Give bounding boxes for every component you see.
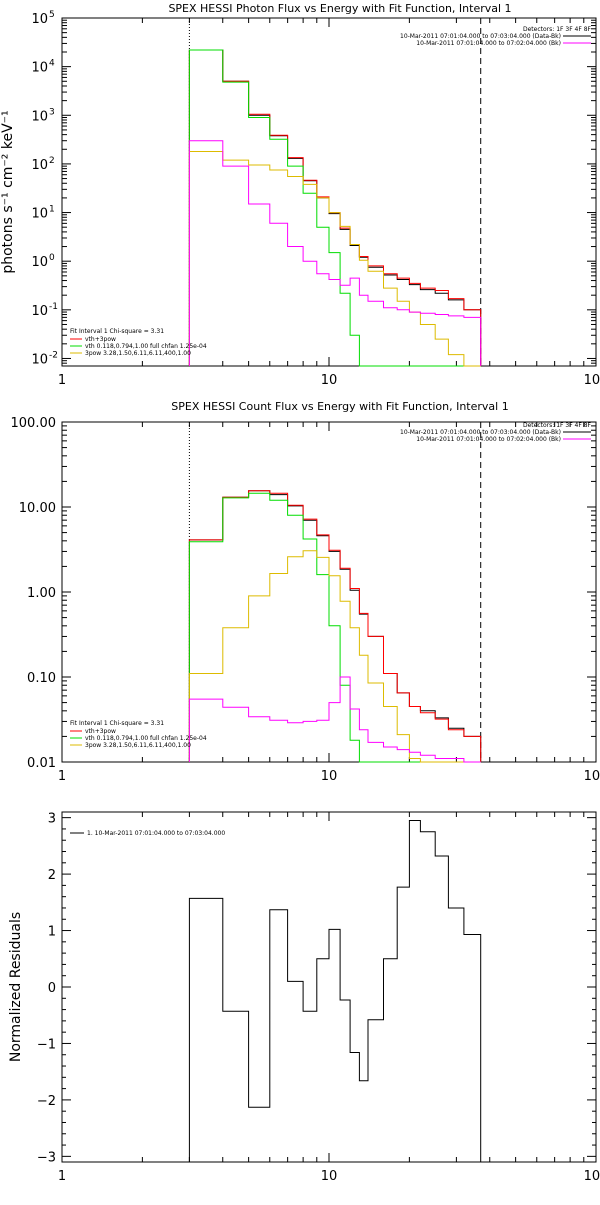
photon-x-tick-label: 10	[321, 373, 338, 388]
photon-y-tick-exponent: 3	[49, 107, 55, 117]
photon-y-axis-label: photons s⁻¹ cm⁻² keV⁻¹	[0, 110, 16, 273]
photon-flux-panel: SPEX HESSI Photon Flux vs Energy with Fi…	[0, 2, 600, 388]
photon-fit-header: Fit Interval 1 Chi-square = 3.31	[70, 328, 164, 335]
photon-y-tick-label: 10	[31, 207, 48, 222]
residuals-y-axis-label: Normalized Residuals	[8, 912, 24, 1062]
photon-y-tick-exponent: 4	[49, 59, 55, 69]
count-legend-entry-bk: 10-Mar-2011 07:01:04.000 to 07:02:04.000…	[416, 436, 561, 443]
count-y-tick-label: 0.10	[27, 671, 56, 686]
photon-series-1	[189, 50, 480, 366]
photon-y-tick-label: 10	[31, 109, 48, 124]
photon-y-tick-exponent: 5	[49, 10, 55, 20]
residuals-y-tick-label: −1	[37, 1037, 56, 1052]
photon-legend-entry-bk: 10-Mar-2011 07:01:04.000 to 07:02:04.000…	[416, 40, 561, 47]
photon-y-tick-exponent: 0	[49, 253, 55, 263]
count-series-0	[189, 491, 480, 762]
photon-y-tick-label: 10	[31, 61, 48, 76]
photon-vlines	[189, 18, 480, 366]
residuals-legend-entry: 1. 10-Mar-2011 07:01:04.000 to 07:03:04.…	[87, 830, 225, 837]
residuals-x-tick-label: 10	[321, 1169, 338, 1184]
photon-y-tick-exponent: -1	[49, 302, 58, 312]
photon-fit-entry-vth: vth 0.118,0.794,1.00 full chfan 1.25e-04	[85, 343, 207, 350]
photon-y-tick-label: 10	[31, 352, 48, 367]
count-flux-panel: SPEX HESSI Count Flux vs Energy with Fit…	[11, 400, 600, 784]
photon-plot-frame	[62, 18, 596, 366]
photon-y-tick-exponent: 2	[49, 156, 55, 166]
count-y-tick-label: 0.01	[27, 756, 56, 771]
photon-y-tick-label: 10	[31, 255, 48, 270]
residuals-y-tick-label: 3	[48, 812, 56, 827]
photon-fit-entry-vth-3pow: vth+3pow	[85, 336, 116, 343]
residuals-series-0	[189, 821, 480, 1163]
count-fit-legend: Fit Interval 1 Chi-square = 3.31 vth+3po…	[70, 720, 207, 749]
count-vlines	[189, 422, 480, 762]
photon-legend-header: Detectors: 1F 3F 4F 8F	[523, 26, 592, 33]
photon-y-tick-label: 10	[31, 12, 48, 27]
photon-series-3	[189, 152, 480, 367]
photon-fit-legend: Fit Interval 1 Chi-square = 3.31 vth+3po…	[70, 328, 207, 357]
count-x-tick-label: 100	[584, 769, 600, 784]
residuals-y-tick-label: −2	[37, 1094, 56, 1109]
count-fit-header: Fit Interval 1 Chi-square = 3.31	[70, 720, 164, 727]
count-legend: Detectors: 1F 3F 4F 8F 10-Mar-2011 07:01…	[400, 422, 592, 443]
residuals-y-tick-label: 1	[48, 925, 56, 940]
residuals-y-tick-label: 2	[48, 868, 56, 883]
photon-legend-entry-data: 10-Mar-2011 07:01:04.000 to 07:03:04.000…	[400, 33, 561, 40]
residuals-y-tick-label: 0	[48, 981, 56, 996]
count-fit-entry-vth: vth 0.118,0.794,1.00 full chfan 1.25e-04	[85, 735, 207, 742]
photon-y-tick-exponent: -2	[49, 350, 58, 360]
residuals-y-tick-label: −3	[37, 1150, 56, 1165]
residuals-x-tick-label: 100	[584, 1169, 600, 1184]
count-panel-title: SPEX HESSI Count Flux vs Energy with Fit…	[171, 400, 508, 413]
photon-series-4	[189, 141, 480, 366]
photon-series	[189, 50, 480, 366]
photon-panel-title: SPEX HESSI Photon Flux vs Energy with Fi…	[168, 2, 511, 15]
photon-y-tick-label: 10	[31, 158, 48, 173]
count-series	[189, 491, 480, 762]
photon-x-tick-label: 1	[58, 373, 66, 388]
photon-legend: Detectors: 1F 3F 4F 8F 10-Mar-2011 07:01…	[400, 26, 592, 47]
count-legend-header: Detectors: 1F 3F 4F 8F	[523, 422, 592, 429]
photon-y-tick-label: 10	[31, 304, 48, 319]
residuals-ticks: 1 10 100 −3 −2 −1 0 1 2 3	[37, 812, 600, 1184]
photon-y-tick-exponent: 1	[49, 205, 55, 215]
photon-series-2	[189, 50, 480, 366]
count-legend-entry-data: 10-Mar-2011 07:01:04.000 to 07:03:04.000…	[400, 429, 561, 436]
residuals-x-tick-label: 1	[58, 1169, 66, 1184]
photon-x-tick-label: 100	[584, 373, 600, 388]
count-fit-entry-vth-3pow: vth+3pow	[85, 728, 116, 735]
count-y-tick-label: 1.00	[27, 586, 56, 601]
residuals-plot-frame	[62, 812, 596, 1162]
count-y-tick-label: 10.00	[19, 501, 56, 516]
photon-fit-entry-3pow: 3pow 3.28,1.50,6.11,6.11,400,1.00	[85, 350, 191, 357]
count-series-3	[189, 551, 480, 762]
count-x-tick-label: 1	[58, 769, 66, 784]
residuals-series	[189, 821, 480, 1163]
count-series-1	[189, 491, 480, 762]
count-fit-entry-3pow: 3pow 3.28,1.50,6.11,6.11,400,1.00	[85, 742, 191, 749]
count-y-tick-label: 100.00	[11, 416, 57, 431]
residuals-panel: Normalized Residuals 1 10 100 −3 −2 −1 0 1 2 3 1.…	[8, 812, 600, 1184]
residuals-legend: 1. 10-Mar-2011 07:01:04.000 to 07:03:04.…	[70, 830, 225, 837]
photon-series-0	[189, 50, 480, 366]
count-x-tick-label: 10	[321, 769, 338, 784]
